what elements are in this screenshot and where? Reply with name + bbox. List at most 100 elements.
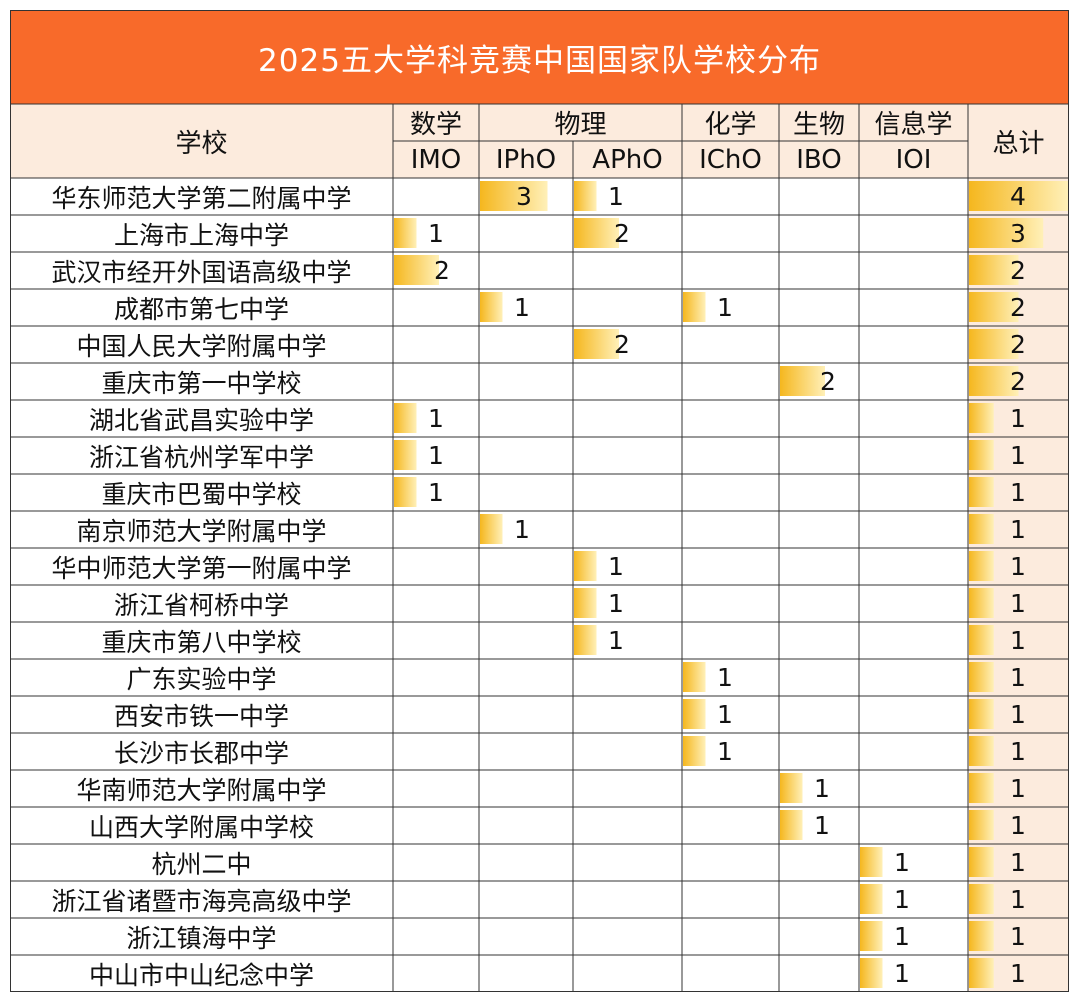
subject-group-header: 信息学: [874, 110, 953, 140]
value-label: 1: [894, 885, 910, 914]
bar-ibo-16: [780, 773, 803, 803]
school-name: 西安市铁一中学: [113, 701, 289, 731]
bar-icho-3: [683, 292, 706, 322]
value-label: 2: [614, 330, 630, 359]
bar-total-2: [969, 255, 1019, 285]
total-value-label: 2: [1010, 367, 1026, 396]
total-value-label: 1: [1010, 589, 1026, 618]
bar-ibo-5: [780, 366, 825, 396]
bar-total-4: [969, 329, 1019, 359]
value-label: 3: [516, 182, 532, 211]
bar-total-1: [969, 218, 1044, 248]
bar-total-7: [969, 440, 994, 470]
column-header-imo: IMO: [410, 144, 462, 175]
value-label: 1: [608, 589, 624, 618]
bar-icho-13: [683, 662, 706, 692]
table-grid: [10, 10, 1069, 992]
school-name: 中山市中山纪念中学: [88, 960, 314, 990]
value-label: 1: [717, 737, 733, 766]
total-value-label: 4: [1010, 182, 1026, 211]
total-value-label: 3: [1010, 219, 1026, 248]
school-name: 广东实验中学: [126, 664, 277, 694]
subject-group-header: 生物: [792, 110, 845, 140]
value-label: 2: [820, 367, 836, 396]
column-header-ioi: IOI: [895, 144, 932, 175]
school-header: 学校: [175, 128, 228, 159]
bar-ioi-18: [860, 847, 883, 877]
bar-ibo-17: [780, 810, 803, 840]
total-value-label: 1: [1010, 737, 1026, 766]
bar-total-8: [969, 477, 994, 507]
school-name: 浙江省诸暨市海亮高级中学: [51, 886, 352, 916]
school-name: 成都市第七中学: [113, 294, 289, 324]
school-name: 华中师范大学第一附属中学: [51, 553, 352, 583]
bar-icho-14: [683, 699, 706, 729]
column-header-ibo: IBO: [796, 144, 842, 175]
subject-group-header: 物理: [554, 110, 607, 140]
bar-imo-1: [394, 218, 417, 248]
school-name: 上海市上海中学: [113, 220, 289, 250]
bar-apho-0: [574, 181, 597, 211]
school-name: 浙江省柯桥中学: [113, 590, 289, 620]
bar-total-18: [969, 847, 994, 877]
value-label: 1: [717, 663, 733, 692]
bar-total-13: [969, 662, 994, 692]
value-label: 1: [717, 293, 733, 322]
column-header-apho: APhO: [592, 144, 663, 175]
total-value-label: 1: [1010, 848, 1026, 877]
total-value-label: 1: [1010, 774, 1026, 803]
bar-total-3: [969, 292, 1019, 322]
school-name: 湖北省武昌实验中学: [88, 405, 314, 435]
school-name: 中国人民大学附属中学: [76, 331, 327, 361]
school-name: 华东师范大学第二附属中学: [51, 183, 352, 213]
bar-total-16: [969, 773, 994, 803]
school-name: 浙江镇海中学: [126, 923, 277, 953]
bar-ioi-19: [860, 884, 883, 914]
bar-ipho-0: [480, 181, 548, 211]
bar-total-21: [969, 958, 994, 988]
bar-total-17: [969, 810, 994, 840]
total-value-label: 1: [1010, 885, 1026, 914]
value-label: 1: [608, 182, 624, 211]
bar-total-19: [969, 884, 994, 914]
school-name: 山西大学附属中学校: [88, 812, 314, 842]
value-label: 1: [428, 441, 444, 470]
value-label: 1: [894, 959, 910, 988]
bar-ipho-3: [480, 292, 503, 322]
total-value-label: 1: [1010, 959, 1026, 988]
school-name: 华南师范大学附属中学: [76, 775, 327, 805]
total-value-label: 1: [1010, 663, 1026, 692]
column-header-ipho: IPhO: [495, 144, 557, 175]
school-name: 重庆市第一中学校: [101, 368, 302, 398]
bar-imo-7: [394, 440, 417, 470]
total-value-label: 2: [1010, 293, 1026, 322]
bar-ioi-21: [860, 958, 883, 988]
bar-total-10: [969, 551, 994, 581]
value-label: 1: [608, 552, 624, 581]
value-label: 1: [717, 700, 733, 729]
bar-apho-11: [574, 588, 597, 618]
total-value-label: 1: [1010, 515, 1026, 544]
bar-apho-12: [574, 625, 597, 655]
school-name: 杭州二中: [151, 849, 252, 879]
value-label: 1: [428, 478, 444, 507]
value-label: 1: [514, 293, 530, 322]
value-label: 2: [434, 256, 450, 285]
bar-total-11: [969, 588, 994, 618]
bar-total-0: [969, 181, 1068, 211]
school-name: 重庆市第八中学校: [101, 627, 302, 657]
bar-total-20: [969, 921, 994, 951]
subject-group-header: 数学: [409, 110, 462, 140]
title-background: [10, 10, 1069, 104]
total-value-label: 1: [1010, 922, 1026, 951]
bar-total-14: [969, 699, 994, 729]
school-name: 南京师范大学附属中学: [76, 516, 327, 546]
school-name: 重庆市巴蜀中学校: [101, 479, 302, 509]
bar-imo-2: [394, 255, 439, 285]
value-label: 1: [608, 626, 624, 655]
total-value-label: 1: [1010, 404, 1026, 433]
bar-ioi-20: [860, 921, 883, 951]
school-name: 浙江省杭州学军中学: [88, 442, 314, 472]
value-label: 1: [428, 404, 444, 433]
value-label: 1: [894, 848, 910, 877]
